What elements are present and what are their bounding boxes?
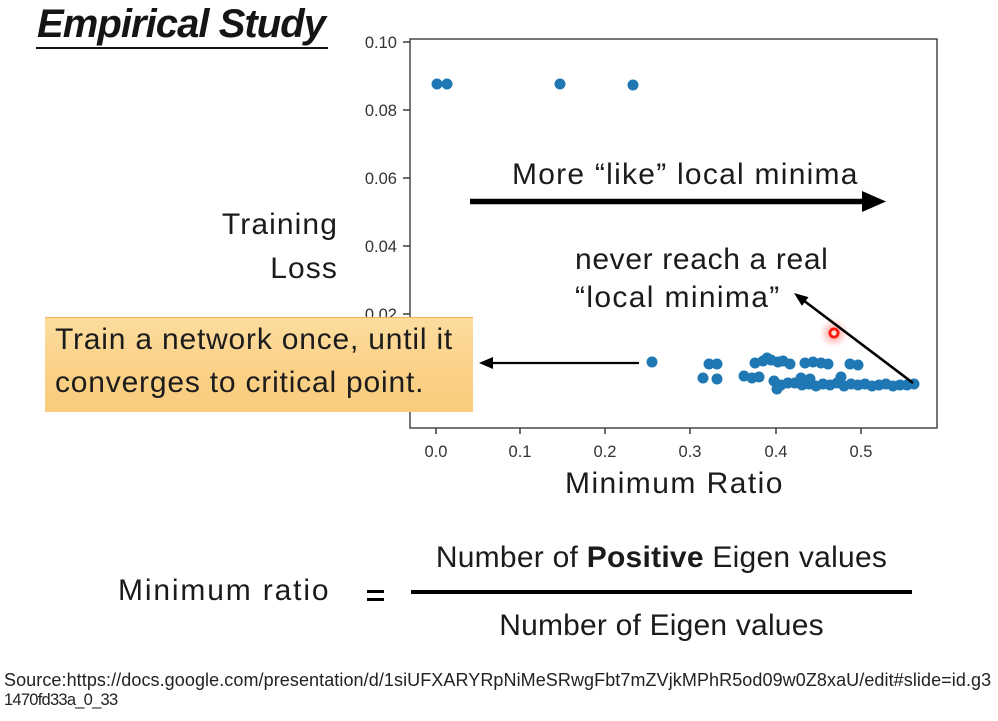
svg-text:0.10: 0.10 bbox=[365, 34, 397, 52]
svg-text:0.1: 0.1 bbox=[509, 443, 532, 461]
svg-text:0.06: 0.06 bbox=[365, 170, 397, 188]
svg-text:0.0: 0.0 bbox=[425, 443, 448, 461]
svg-text:0.5: 0.5 bbox=[850, 443, 873, 461]
svg-text:0.04: 0.04 bbox=[365, 238, 397, 256]
svg-text:0.3: 0.3 bbox=[679, 443, 702, 461]
svg-text:0.08: 0.08 bbox=[365, 102, 397, 120]
svg-text:0.2: 0.2 bbox=[594, 443, 617, 461]
svg-text:0.4: 0.4 bbox=[765, 443, 788, 461]
